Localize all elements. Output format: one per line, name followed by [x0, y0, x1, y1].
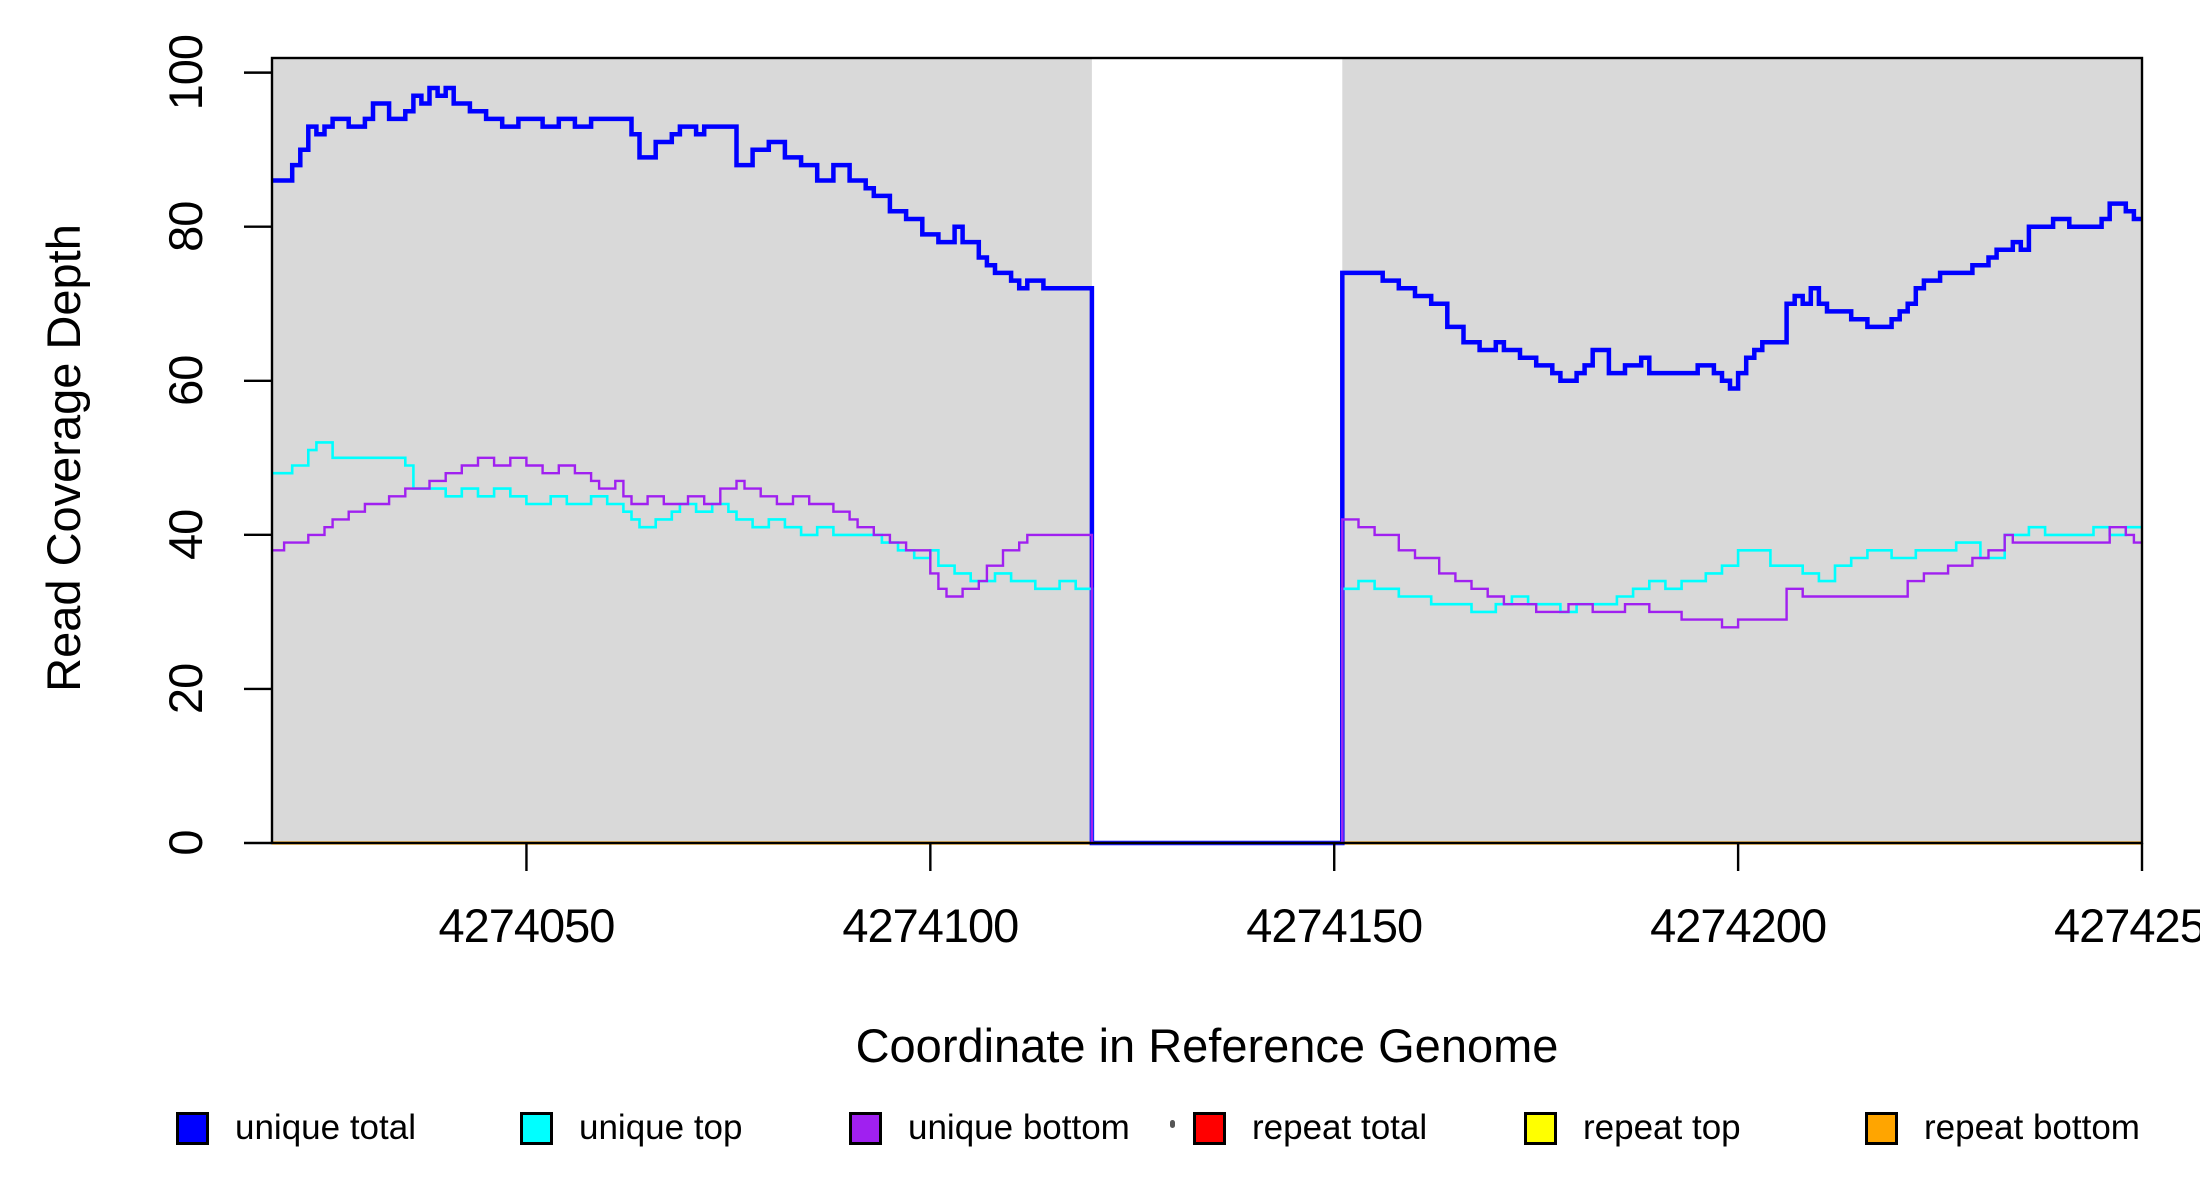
- y-tick-label: 60: [159, 356, 212, 406]
- y-tick-label: 20: [159, 664, 212, 714]
- legend-label: unique top: [579, 1108, 743, 1147]
- legend-label: repeat bottom: [1924, 1108, 2140, 1147]
- x-tick-label: 4274200: [1650, 899, 1826, 952]
- legend-swatch: [176, 1111, 209, 1145]
- y-tick-label: 80: [159, 202, 212, 252]
- shaded-regions: [272, 58, 2142, 843]
- legend-swatch: [1865, 1111, 1898, 1145]
- legend-item-unique-bottom: unique bottom: [849, 1106, 1130, 1150]
- x-axis-title: Coordinate in Reference Genome: [856, 1019, 1559, 1072]
- y-tick-label: 100: [159, 35, 212, 110]
- legend-label: repeat top: [1583, 1108, 1741, 1147]
- legend-item-unique-top: unique top: [520, 1106, 742, 1150]
- legend-item-repeat-top: repeat top: [1524, 1106, 1741, 1150]
- shaded-region: [272, 58, 1092, 843]
- legend-item-repeat-bottom: repeat bottom: [1865, 1106, 2140, 1150]
- x-tick-label: 4274150: [1246, 899, 1422, 952]
- legend-swatch: [1193, 1111, 1226, 1145]
- y-axis-title: Read Coverage Depth: [37, 224, 90, 692]
- legend-swatch: [849, 1111, 882, 1145]
- legend-swatch: [1524, 1111, 1557, 1145]
- legend-label: unique total: [235, 1108, 416, 1147]
- legend: unique total unique top unique bottom repea…: [0, 1106, 2200, 1156]
- legend-label: unique bottom: [908, 1108, 1130, 1147]
- x-tick-label: 4274100: [842, 899, 1018, 952]
- shaded-region: [1342, 58, 2142, 843]
- legend-swatch: [520, 1111, 553, 1145]
- y-tick-label: 40: [159, 510, 212, 560]
- series-unique-top: [272, 441, 2142, 845]
- legend-item-repeat-total: repeat total: [1193, 1106, 1427, 1150]
- legend-label: repeat total: [1252, 1108, 1428, 1147]
- x-tick-label: 4274050: [438, 899, 614, 952]
- series-unique-bottom: [272, 456, 2142, 845]
- plot-frame: [270, 56, 2144, 845]
- legend-item-unique-total: unique total: [176, 1106, 416, 1150]
- plot-border: [270, 56, 2144, 845]
- stray-mark: [1170, 1120, 1175, 1128]
- y-tick-label: 0: [159, 830, 212, 855]
